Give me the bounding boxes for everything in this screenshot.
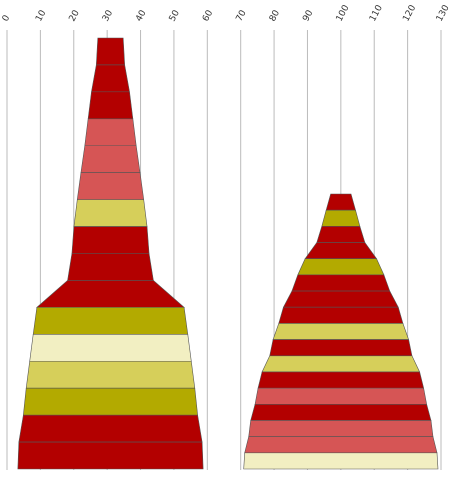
funnel-2-segment-11 — [261, 355, 421, 373]
funnel-2-segment-1 — [325, 193, 356, 211]
funnel-series-2 — [243, 193, 439, 470]
funnel-2-segment-17 — [243, 452, 439, 470]
funnel-series-group — [17, 37, 439, 470]
x-tick-label-30: 30 — [101, 8, 115, 23]
funnel-1-segment-13 — [25, 360, 196, 389]
funnel-1-segment-3 — [87, 91, 134, 120]
funnel-2-segment-14 — [250, 403, 432, 421]
funnel-1-segment-4 — [84, 118, 137, 147]
funnel-1-segment-15 — [18, 414, 203, 443]
funnel-2-segment-2 — [321, 209, 361, 227]
x-tick-label-60: 60 — [201, 8, 215, 23]
funnel-1-segment-1 — [95, 37, 125, 66]
funnel-1-segment-14 — [23, 387, 198, 416]
funnel-1-segment-11 — [32, 307, 189, 335]
x-axis-tick-labels: 0 10 20 30 40 50 60 70 80 90 100 110 120 130 — [1, 3, 452, 23]
funnel-1-segment-6 — [76, 172, 145, 200]
funnel-1-segment-9 — [67, 253, 154, 281]
x-tick-label-20: 20 — [68, 8, 82, 23]
x-tick-label-50: 50 — [168, 8, 182, 23]
funnel-2-segment-8 — [278, 306, 404, 324]
x-tick-label-70: 70 — [235, 8, 249, 23]
x-tick-label-120: 120 — [401, 3, 418, 23]
funnel-2-segment-6 — [291, 274, 391, 292]
funnel-2-segment-13 — [254, 387, 428, 405]
funnel-1-segment-12 — [29, 334, 192, 362]
x-tick-label-80: 80 — [268, 8, 282, 23]
x-tick-label-40: 40 — [134, 8, 148, 23]
x-tick-label-10: 10 — [34, 8, 48, 23]
x-tick-label-0: 0 — [1, 13, 13, 23]
funnel-series-1 — [17, 37, 204, 470]
x-tick-label-110: 110 — [368, 3, 385, 23]
x-tick-label-130: 130 — [435, 3, 452, 23]
funnel-2-segment-15 — [248, 420, 434, 437]
funnel-2-segment-10 — [269, 339, 413, 357]
funnel-2-segment-4 — [304, 242, 378, 260]
funnel-1-segment-10 — [36, 280, 185, 308]
funnel-2-segment-12 — [257, 371, 425, 389]
funnel-1-segment-7 — [73, 199, 148, 227]
funnel-1-segment-2 — [91, 64, 130, 93]
funnel-2-segment-3 — [316, 226, 366, 243]
x-tick-label-100: 100 — [335, 3, 352, 23]
funnel-2-segment-5 — [297, 258, 385, 276]
funnel-2-segment-9 — [272, 323, 410, 340]
funnel-1-segment-16 — [17, 441, 204, 470]
x-tick-label-90: 90 — [301, 8, 315, 23]
funnel-1-segment-5 — [80, 145, 141, 173]
funnel-2-segment-7 — [282, 290, 399, 308]
funnel-2-segment-16 — [244, 436, 438, 454]
funnel-1-segment-8 — [71, 226, 150, 254]
